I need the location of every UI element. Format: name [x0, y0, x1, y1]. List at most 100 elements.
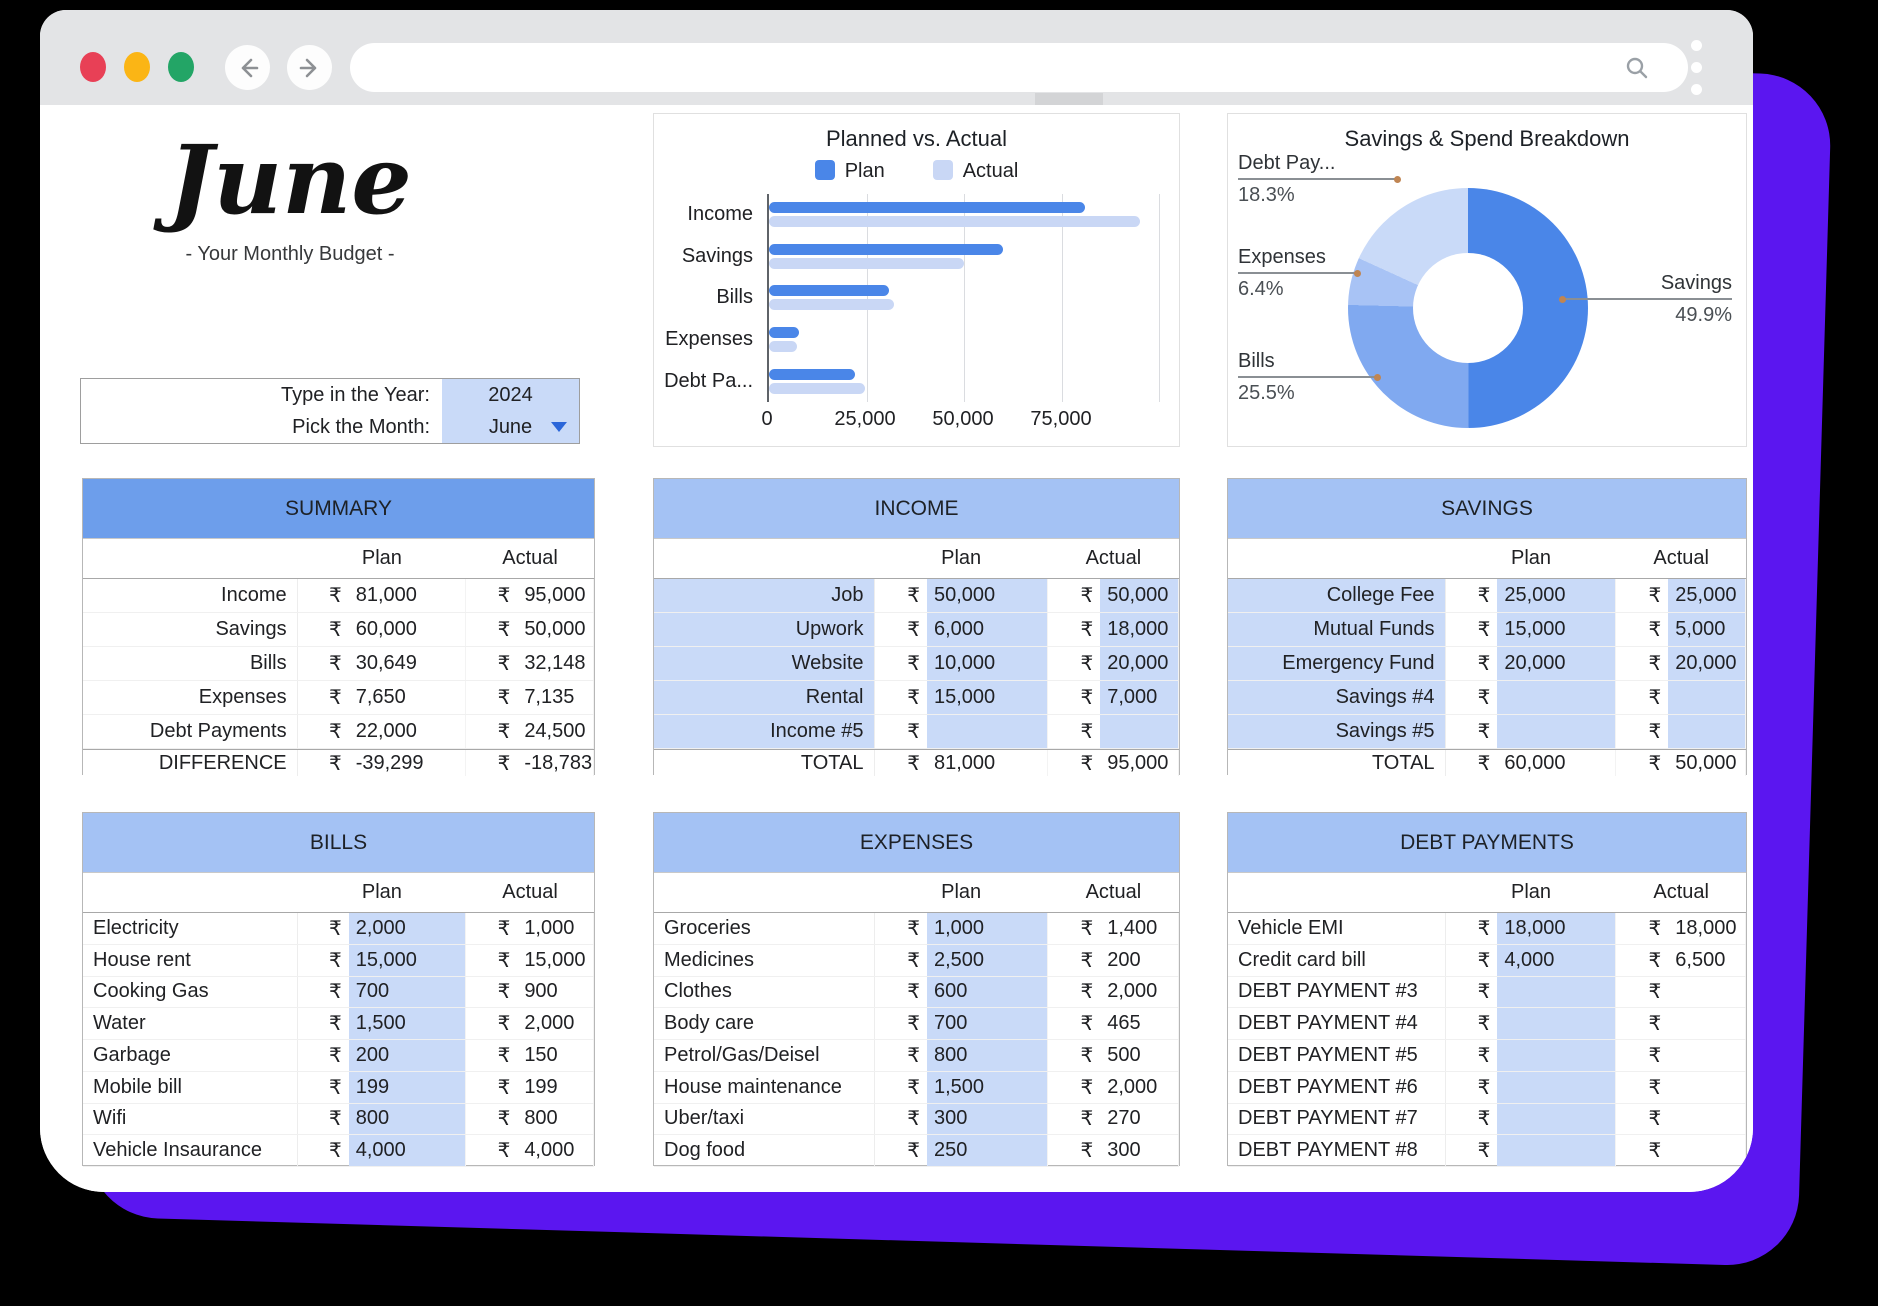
actual-value-cell[interactable]: 150	[517, 1040, 594, 1071]
row-label[interactable]: Mobile bill	[83, 1071, 298, 1103]
plan-value-cell[interactable]: 30,649	[349, 647, 467, 680]
actual-value-cell[interactable]	[1668, 715, 1746, 748]
row-label[interactable]: Expenses	[83, 681, 298, 714]
plan-value-cell[interactable]: 1,000	[927, 913, 1048, 944]
row-label[interactable]: House maintenance	[654, 1071, 875, 1103]
plan-value-cell[interactable]: 20,000	[1497, 647, 1617, 680]
plan-value-cell[interactable]: 800	[348, 1103, 467, 1135]
plan-value-cell[interactable]	[1497, 1071, 1617, 1103]
row-label[interactable]: Medicines	[654, 944, 875, 976]
actual-value-cell[interactable]: -18,783	[517, 750, 594, 776]
actual-value-cell[interactable]: 50,000	[517, 613, 594, 646]
row-label[interactable]: Savings #4	[1228, 681, 1446, 714]
plan-value-cell[interactable]: 15,000	[927, 681, 1048, 714]
actual-value-cell[interactable]: 18,000	[1668, 913, 1746, 944]
actual-value-cell[interactable]: 95,000	[517, 579, 594, 612]
row-label[interactable]: House rent	[83, 944, 298, 976]
plan-value-cell[interactable]: -39,299	[349, 750, 467, 776]
actual-value-cell[interactable]: 800	[517, 1103, 594, 1135]
row-label[interactable]: Emergency Fund	[1228, 647, 1446, 680]
plan-value-cell[interactable]: 81,000	[927, 750, 1048, 776]
row-label[interactable]: Wifi	[83, 1103, 298, 1135]
actual-value-cell[interactable]: 900	[517, 976, 594, 1008]
plan-value-cell[interactable]: 600	[927, 976, 1048, 1008]
actual-value-cell[interactable]: 300	[1100, 1135, 1179, 1166]
traffic-light-close-button[interactable]	[80, 52, 106, 82]
actual-value-cell[interactable]: 1,400	[1100, 913, 1179, 944]
row-label[interactable]: Income	[83, 579, 298, 612]
row-label[interactable]: Income #5	[654, 715, 875, 748]
forward-button[interactable]	[287, 45, 332, 90]
actual-value-cell[interactable]	[1668, 1103, 1746, 1135]
row-label[interactable]: Rental	[654, 681, 875, 714]
row-label[interactable]: DEBT PAYMENT #5	[1228, 1040, 1446, 1071]
row-label[interactable]: DEBT PAYMENT #3	[1228, 976, 1446, 1008]
plan-value-cell[interactable]: 700	[927, 1008, 1048, 1039]
actual-value-cell[interactable]: 2,000	[1100, 976, 1179, 1008]
actual-value-cell[interactable]: 20,000	[1100, 647, 1179, 680]
plan-value-cell[interactable]: 18,000	[1497, 913, 1617, 944]
actual-value-cell[interactable]: 18,000	[1100, 613, 1179, 646]
plan-value-cell[interactable]	[1497, 1135, 1617, 1166]
plan-value-cell[interactable]: 4,000	[1497, 944, 1617, 976]
actual-value-cell[interactable]: 25,000	[1668, 579, 1746, 612]
row-label[interactable]: Savings #5	[1228, 715, 1446, 748]
row-label[interactable]: DEBT PAYMENT #8	[1228, 1135, 1446, 1166]
plan-value-cell[interactable]	[1497, 715, 1617, 748]
actual-value-cell[interactable]: 199	[517, 1071, 594, 1103]
plan-value-cell[interactable]: 800	[927, 1040, 1048, 1071]
plan-value-cell[interactable]: 50,000	[927, 579, 1048, 612]
actual-value-cell[interactable]: 2,000	[517, 1008, 594, 1039]
dropdown-caret-icon[interactable]	[551, 422, 567, 432]
row-label[interactable]: College Fee	[1228, 579, 1446, 612]
actual-value-cell[interactable]: 200	[1100, 944, 1179, 976]
plan-value-cell[interactable]: 15,000	[348, 944, 467, 976]
row-label[interactable]: Cooking Gas	[83, 976, 298, 1008]
actual-value-cell[interactable]: 24,500	[517, 715, 594, 748]
row-label[interactable]: TOTAL	[1228, 750, 1446, 776]
plan-value-cell[interactable]: 7,650	[349, 681, 467, 714]
actual-value-cell[interactable]	[1668, 976, 1746, 1008]
month-select-cell[interactable]: June	[442, 411, 579, 443]
row-label[interactable]: Petrol/Gas/Deisel	[654, 1040, 875, 1071]
plan-value-cell[interactable]: 300	[927, 1103, 1048, 1135]
plan-value-cell[interactable]	[1497, 1040, 1617, 1071]
row-label[interactable]: Body care	[654, 1008, 875, 1039]
plan-value-cell[interactable]: 60,000	[1497, 750, 1617, 776]
plan-value-cell[interactable]: 1,500	[348, 1008, 467, 1039]
actual-value-cell[interactable]: 6,500	[1668, 944, 1746, 976]
plan-value-cell[interactable]	[927, 715, 1048, 748]
actual-value-cell[interactable]: 2,000	[1100, 1071, 1179, 1103]
row-label[interactable]: Groceries	[654, 913, 875, 944]
actual-value-cell[interactable]: 95,000	[1100, 750, 1179, 776]
actual-value-cell[interactable]: 1,000	[517, 913, 594, 944]
actual-value-cell[interactable]: 32,148	[517, 647, 594, 680]
plan-value-cell[interactable]: 2,000	[348, 913, 467, 944]
plan-value-cell[interactable]	[1497, 976, 1617, 1008]
address-bar[interactable]	[350, 43, 1688, 92]
traffic-light-zoom-button[interactable]	[168, 52, 194, 82]
row-label[interactable]: Credit card bill	[1228, 944, 1446, 976]
plan-value-cell[interactable]: 60,000	[349, 613, 467, 646]
row-label[interactable]: DEBT PAYMENT #6	[1228, 1071, 1446, 1103]
plan-value-cell[interactable]: 1,500	[927, 1071, 1048, 1103]
search-icon[interactable]	[1624, 55, 1650, 81]
plan-value-cell[interactable]: 2,500	[927, 944, 1048, 976]
actual-value-cell[interactable]: 270	[1100, 1103, 1179, 1135]
actual-value-cell[interactable]	[1668, 1135, 1746, 1166]
actual-value-cell[interactable]: 20,000	[1668, 647, 1746, 680]
actual-value-cell[interactable]	[1100, 715, 1179, 748]
overflow-menu-button[interactable]	[1691, 40, 1703, 96]
traffic-light-minimize-button[interactable]	[124, 52, 150, 82]
row-label[interactable]: Electricity	[83, 913, 298, 944]
row-label[interactable]: Vehicle Insaurance	[83, 1135, 298, 1166]
row-label[interactable]: TOTAL	[654, 750, 875, 776]
row-label[interactable]: DEBT PAYMENT #4	[1228, 1008, 1446, 1039]
actual-value-cell[interactable]	[1668, 1008, 1746, 1039]
row-label[interactable]: Bills	[83, 647, 298, 680]
actual-value-cell[interactable]: 50,000	[1668, 750, 1746, 776]
row-label[interactable]: Water	[83, 1008, 298, 1039]
actual-value-cell[interactable]: 7,135	[517, 681, 594, 714]
plan-value-cell[interactable]: 199	[348, 1071, 467, 1103]
plan-value-cell[interactable]	[1497, 681, 1617, 714]
